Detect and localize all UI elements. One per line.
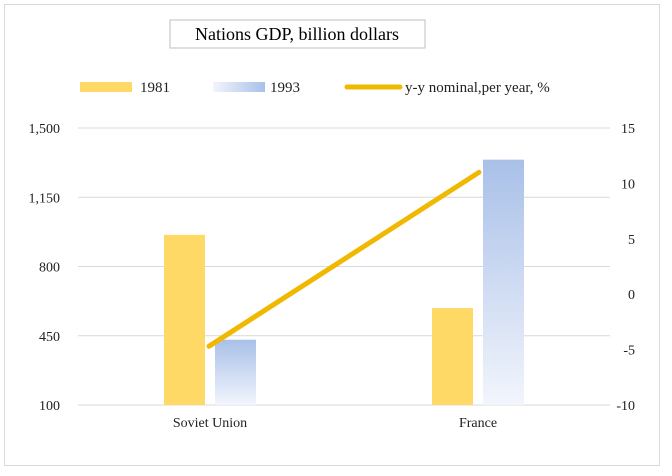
legend-swatch-1981	[80, 82, 132, 92]
chart-title: Nations GDP, billion dollars	[195, 24, 399, 44]
chart-frame	[4, 4, 660, 466]
bars	[164, 159, 524, 405]
left-tick-label: 450	[39, 330, 60, 345]
bar-1981-france	[432, 308, 473, 405]
legend: 1981 1993 y-y nominal,per year, %	[80, 80, 550, 96]
right-tick-label: 10	[621, 177, 635, 192]
growth-line	[206, 169, 482, 349]
right-tick-label: 0	[628, 288, 635, 303]
bar-1981-soviet-union	[164, 234, 205, 405]
category-label: Soviet Union	[173, 416, 247, 431]
left-tick-label: 1,500	[29, 122, 61, 137]
left-axis-ticks: 100 450 800 1,150 1,500	[29, 122, 61, 414]
right-tick-label: -10	[616, 399, 635, 414]
right-axis-ticks: -10 -5 0 5 10 15	[616, 122, 635, 414]
right-tick-label: 15	[621, 122, 635, 137]
gridlines	[78, 127, 610, 406]
left-tick-label: 800	[39, 261, 60, 276]
category-labels: Soviet Union France	[173, 416, 497, 431]
chart-title-box	[169, 19, 426, 49]
bar-1993-soviet-union	[215, 339, 256, 405]
right-tick-label: 5	[628, 233, 635, 248]
growth-line-path	[206, 169, 482, 349]
left-tick-label: 100	[39, 399, 60, 414]
right-tick-label: -5	[623, 344, 635, 359]
bar-1993-france	[483, 159, 524, 405]
legend-swatch-1993	[213, 82, 265, 92]
category-label: France	[459, 416, 497, 431]
left-tick-label: 1,150	[29, 191, 61, 206]
legend-label-1981: 1981	[140, 80, 170, 96]
legend-label-yy-nominal: y-y nominal,per year, %	[405, 80, 550, 96]
legend-label-1993: 1993	[270, 80, 300, 96]
